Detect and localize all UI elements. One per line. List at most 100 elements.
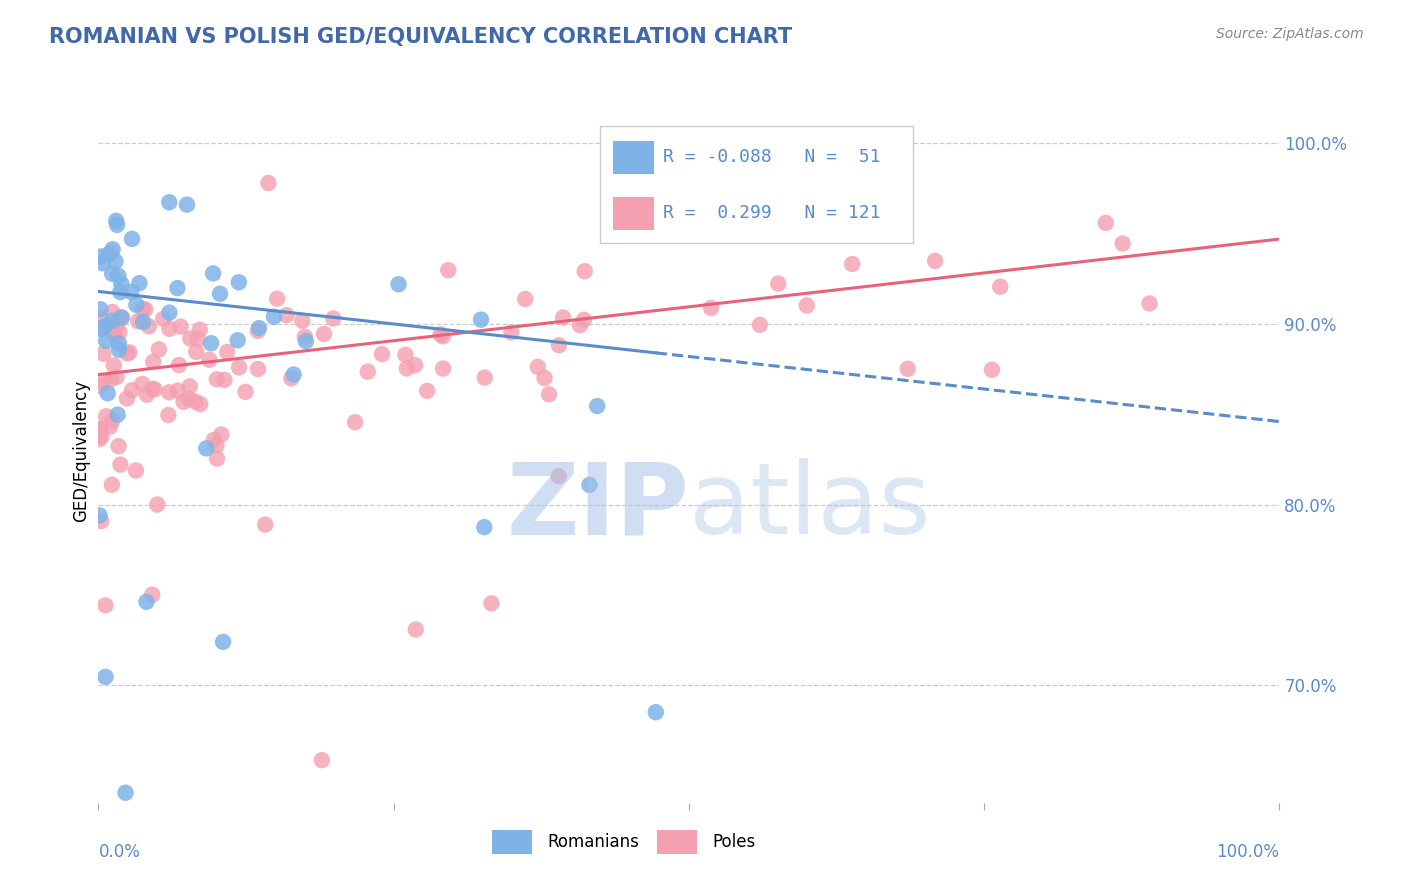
Point — [515, 292, 537, 306]
Point — [166, 384, 188, 398]
Point — [89, 423, 111, 437]
FancyBboxPatch shape — [613, 141, 654, 174]
Point — [988, 279, 1011, 293]
Point — [105, 214, 128, 228]
Point — [395, 361, 418, 376]
Point — [121, 383, 143, 397]
Point — [98, 419, 121, 434]
Point — [387, 277, 409, 292]
Point — [108, 343, 131, 357]
Text: 100.0%: 100.0% — [1216, 843, 1279, 861]
Point — [254, 517, 277, 532]
Point — [202, 433, 225, 447]
Point — [897, 361, 920, 376]
Point — [357, 365, 380, 379]
Point — [176, 197, 198, 211]
Point — [94, 334, 117, 348]
Text: ROMANIAN VS POLISH GED/EQUIVALENCY CORRELATION CHART: ROMANIAN VS POLISH GED/EQUIVALENCY CORRE… — [49, 27, 793, 46]
Point — [159, 322, 181, 336]
Point — [100, 322, 122, 336]
Point — [89, 508, 111, 523]
Point — [404, 358, 426, 372]
Point — [91, 256, 114, 270]
Point — [135, 388, 157, 402]
Point — [547, 469, 569, 483]
Point — [283, 368, 305, 382]
Point — [186, 344, 208, 359]
Point — [291, 314, 314, 328]
Point — [371, 347, 394, 361]
Point — [748, 318, 770, 332]
Point — [89, 378, 111, 392]
Point — [134, 302, 156, 317]
Text: ZIP: ZIP — [506, 458, 689, 556]
Point — [294, 330, 316, 344]
Point — [108, 336, 131, 351]
Point — [202, 267, 225, 281]
Point — [188, 397, 211, 411]
Point — [107, 268, 129, 283]
Point — [527, 359, 550, 374]
Point — [263, 310, 285, 324]
Point — [226, 334, 249, 348]
Point — [89, 422, 111, 436]
Point — [700, 301, 723, 315]
Point — [101, 242, 124, 256]
Point — [394, 348, 416, 362]
Point — [770, 189, 793, 203]
Point — [209, 427, 232, 442]
Point — [104, 254, 127, 268]
Point — [924, 253, 946, 268]
Point — [257, 176, 280, 190]
Point — [205, 451, 228, 466]
Point — [89, 432, 111, 446]
Point — [429, 327, 451, 342]
Point — [212, 635, 235, 649]
Point — [90, 320, 112, 334]
Point — [1094, 216, 1116, 230]
Point — [481, 596, 503, 610]
Point — [167, 358, 190, 372]
Point — [246, 324, 269, 338]
Point — [108, 326, 131, 340]
Point — [198, 352, 221, 367]
Point — [125, 298, 148, 312]
Point — [115, 392, 138, 406]
Point — [214, 373, 236, 387]
Point — [94, 599, 117, 613]
Point — [166, 281, 188, 295]
Point — [179, 332, 201, 346]
Point — [312, 326, 335, 341]
Point — [551, 310, 574, 325]
Point — [141, 588, 163, 602]
Point — [118, 345, 141, 359]
FancyBboxPatch shape — [657, 830, 697, 854]
Text: Romanians: Romanians — [547, 832, 640, 851]
Point — [132, 315, 155, 329]
Point — [110, 458, 132, 472]
Point — [276, 308, 298, 322]
Text: R = -0.088   N =  51: R = -0.088 N = 51 — [664, 147, 880, 166]
Point — [148, 343, 170, 357]
Point — [173, 394, 195, 409]
Point — [796, 298, 818, 312]
Point — [405, 623, 427, 637]
Point — [111, 310, 134, 325]
Point — [311, 753, 333, 767]
Point — [217, 345, 239, 359]
Point — [90, 250, 112, 264]
Point — [841, 257, 863, 271]
Point — [89, 311, 111, 326]
Point — [101, 414, 124, 428]
Point — [117, 346, 139, 360]
Point — [101, 314, 124, 328]
Point — [127, 314, 149, 328]
Point — [228, 275, 250, 289]
Point — [114, 786, 136, 800]
Point — [135, 595, 157, 609]
FancyBboxPatch shape — [600, 127, 914, 243]
Point — [586, 399, 609, 413]
Point — [470, 312, 492, 326]
FancyBboxPatch shape — [492, 830, 531, 854]
Point — [121, 232, 143, 246]
